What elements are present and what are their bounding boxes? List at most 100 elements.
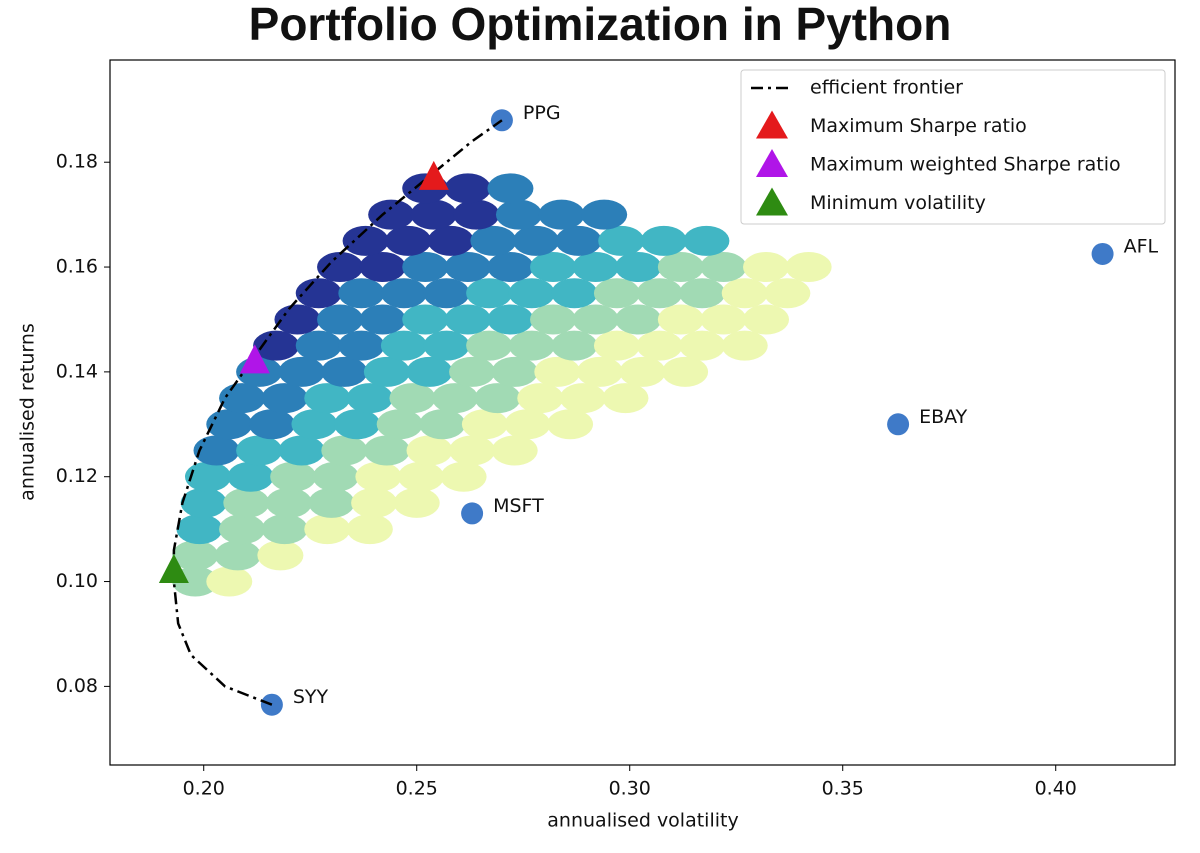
y-tick-label: 0.14 xyxy=(56,360,98,382)
portfolio-point xyxy=(466,278,513,309)
asset-point xyxy=(887,413,910,436)
portfolio-point xyxy=(453,199,500,230)
plot-frame xyxy=(109,59,1176,766)
portfolio-point xyxy=(764,278,811,309)
legend-marker xyxy=(756,110,788,139)
portfolio-point xyxy=(321,435,368,466)
portfolio-point xyxy=(397,461,444,492)
asset-point xyxy=(461,502,484,525)
portfolio-point xyxy=(278,356,325,387)
portfolio-point xyxy=(274,304,321,335)
portfolio-point xyxy=(355,461,402,492)
portfolio-point xyxy=(785,252,832,283)
y-axis-label: annualised returns xyxy=(17,323,39,501)
y-tick-label: 0.08 xyxy=(56,675,98,697)
portfolio-point xyxy=(700,252,747,283)
portfolio-point xyxy=(380,278,427,309)
legend: efficient frontier Maximum Sharpe ratio Ma… xyxy=(740,69,1166,225)
portfolio-point xyxy=(304,514,351,545)
portfolio-point xyxy=(444,304,491,335)
portfolio-point xyxy=(572,304,619,335)
portfolio-point xyxy=(538,199,585,230)
portfolio-point xyxy=(359,252,406,283)
x-tick-label: 0.30 xyxy=(609,778,651,800)
portfolio-point xyxy=(721,278,768,309)
portfolio-point xyxy=(572,252,619,283)
portfolio-point xyxy=(278,435,325,466)
portfolio-point xyxy=(581,199,628,230)
efficient-frontier-line xyxy=(172,119,503,706)
legend-label: Maximum Sharpe ratio xyxy=(810,115,1027,137)
optimal-portfolio-marker xyxy=(158,554,189,584)
legend-label: Maximum weighted Sharpe ratio xyxy=(810,154,1121,176)
portfolio-point xyxy=(700,304,747,335)
portfolio-point xyxy=(253,330,300,361)
portfolio-point xyxy=(423,278,470,309)
x-tick-label: 0.35 xyxy=(822,778,864,800)
portfolio-point xyxy=(376,409,423,440)
portfolio-point xyxy=(640,225,687,256)
portfolio-point xyxy=(598,225,645,256)
chart-title: Portfolio Optimization in Python xyxy=(249,0,952,50)
portfolio-point xyxy=(338,330,385,361)
portfolio-point xyxy=(351,487,398,518)
portfolio-point xyxy=(206,409,253,440)
x-axis-label: annualised volatility xyxy=(547,810,738,832)
portfolio-point xyxy=(508,278,555,309)
portfolio-point xyxy=(466,330,513,361)
portfolio-point xyxy=(363,356,410,387)
portfolio-point xyxy=(227,461,274,492)
portfolio-point xyxy=(389,383,436,414)
portfolio-point xyxy=(223,487,270,518)
x-tick-label: 0.20 xyxy=(183,778,225,800)
portfolio-point xyxy=(410,199,457,230)
portfolio-point xyxy=(346,383,393,414)
portfolio-point xyxy=(427,225,474,256)
asset-point xyxy=(490,109,513,132)
y-tick-label: 0.10 xyxy=(56,570,98,592)
portfolio-point xyxy=(530,252,577,283)
legend-marker xyxy=(756,187,788,216)
portfolio-point xyxy=(312,461,359,492)
y-tick-label: 0.18 xyxy=(56,151,98,173)
portfolio-point xyxy=(419,409,466,440)
portfolio-point xyxy=(257,540,304,571)
x-tick-label: 0.25 xyxy=(396,778,438,800)
portfolio-point xyxy=(487,304,534,335)
portfolio-point xyxy=(380,330,427,361)
portfolio-point xyxy=(444,252,491,283)
portfolio-point xyxy=(406,356,453,387)
portfolio-point xyxy=(491,356,538,387)
portfolio-point xyxy=(491,435,538,466)
portfolio-point xyxy=(423,330,470,361)
portfolio-point xyxy=(219,383,266,414)
portfolio-point xyxy=(721,330,768,361)
portfolio-point xyxy=(461,409,508,440)
portfolio-point xyxy=(534,356,581,387)
portfolio-point xyxy=(440,461,487,492)
legend-box xyxy=(740,69,1166,225)
portfolio-point xyxy=(547,409,594,440)
portfolio-point xyxy=(338,278,385,309)
portfolio-point xyxy=(363,435,410,466)
portfolio-point xyxy=(743,304,790,335)
portfolio-point xyxy=(317,252,364,283)
optimal-portfolio-marker xyxy=(239,344,270,374)
portfolio-point xyxy=(487,173,534,204)
portfolio-point xyxy=(683,225,730,256)
portfolio-point xyxy=(295,278,342,309)
optimal-portfolio-marker xyxy=(418,160,449,190)
portfolio-point xyxy=(342,225,389,256)
portfolio-point xyxy=(265,487,312,518)
asset-label: PPG xyxy=(523,102,561,124)
portfolio-point xyxy=(317,304,364,335)
portfolio-point xyxy=(495,199,542,230)
portfolio-point xyxy=(551,330,598,361)
portfolio-point xyxy=(679,330,726,361)
portfolio-point xyxy=(657,252,704,283)
portfolio-point xyxy=(236,435,283,466)
portfolio-point xyxy=(636,330,683,361)
portfolio-point xyxy=(576,356,623,387)
portfolio-point xyxy=(308,487,355,518)
